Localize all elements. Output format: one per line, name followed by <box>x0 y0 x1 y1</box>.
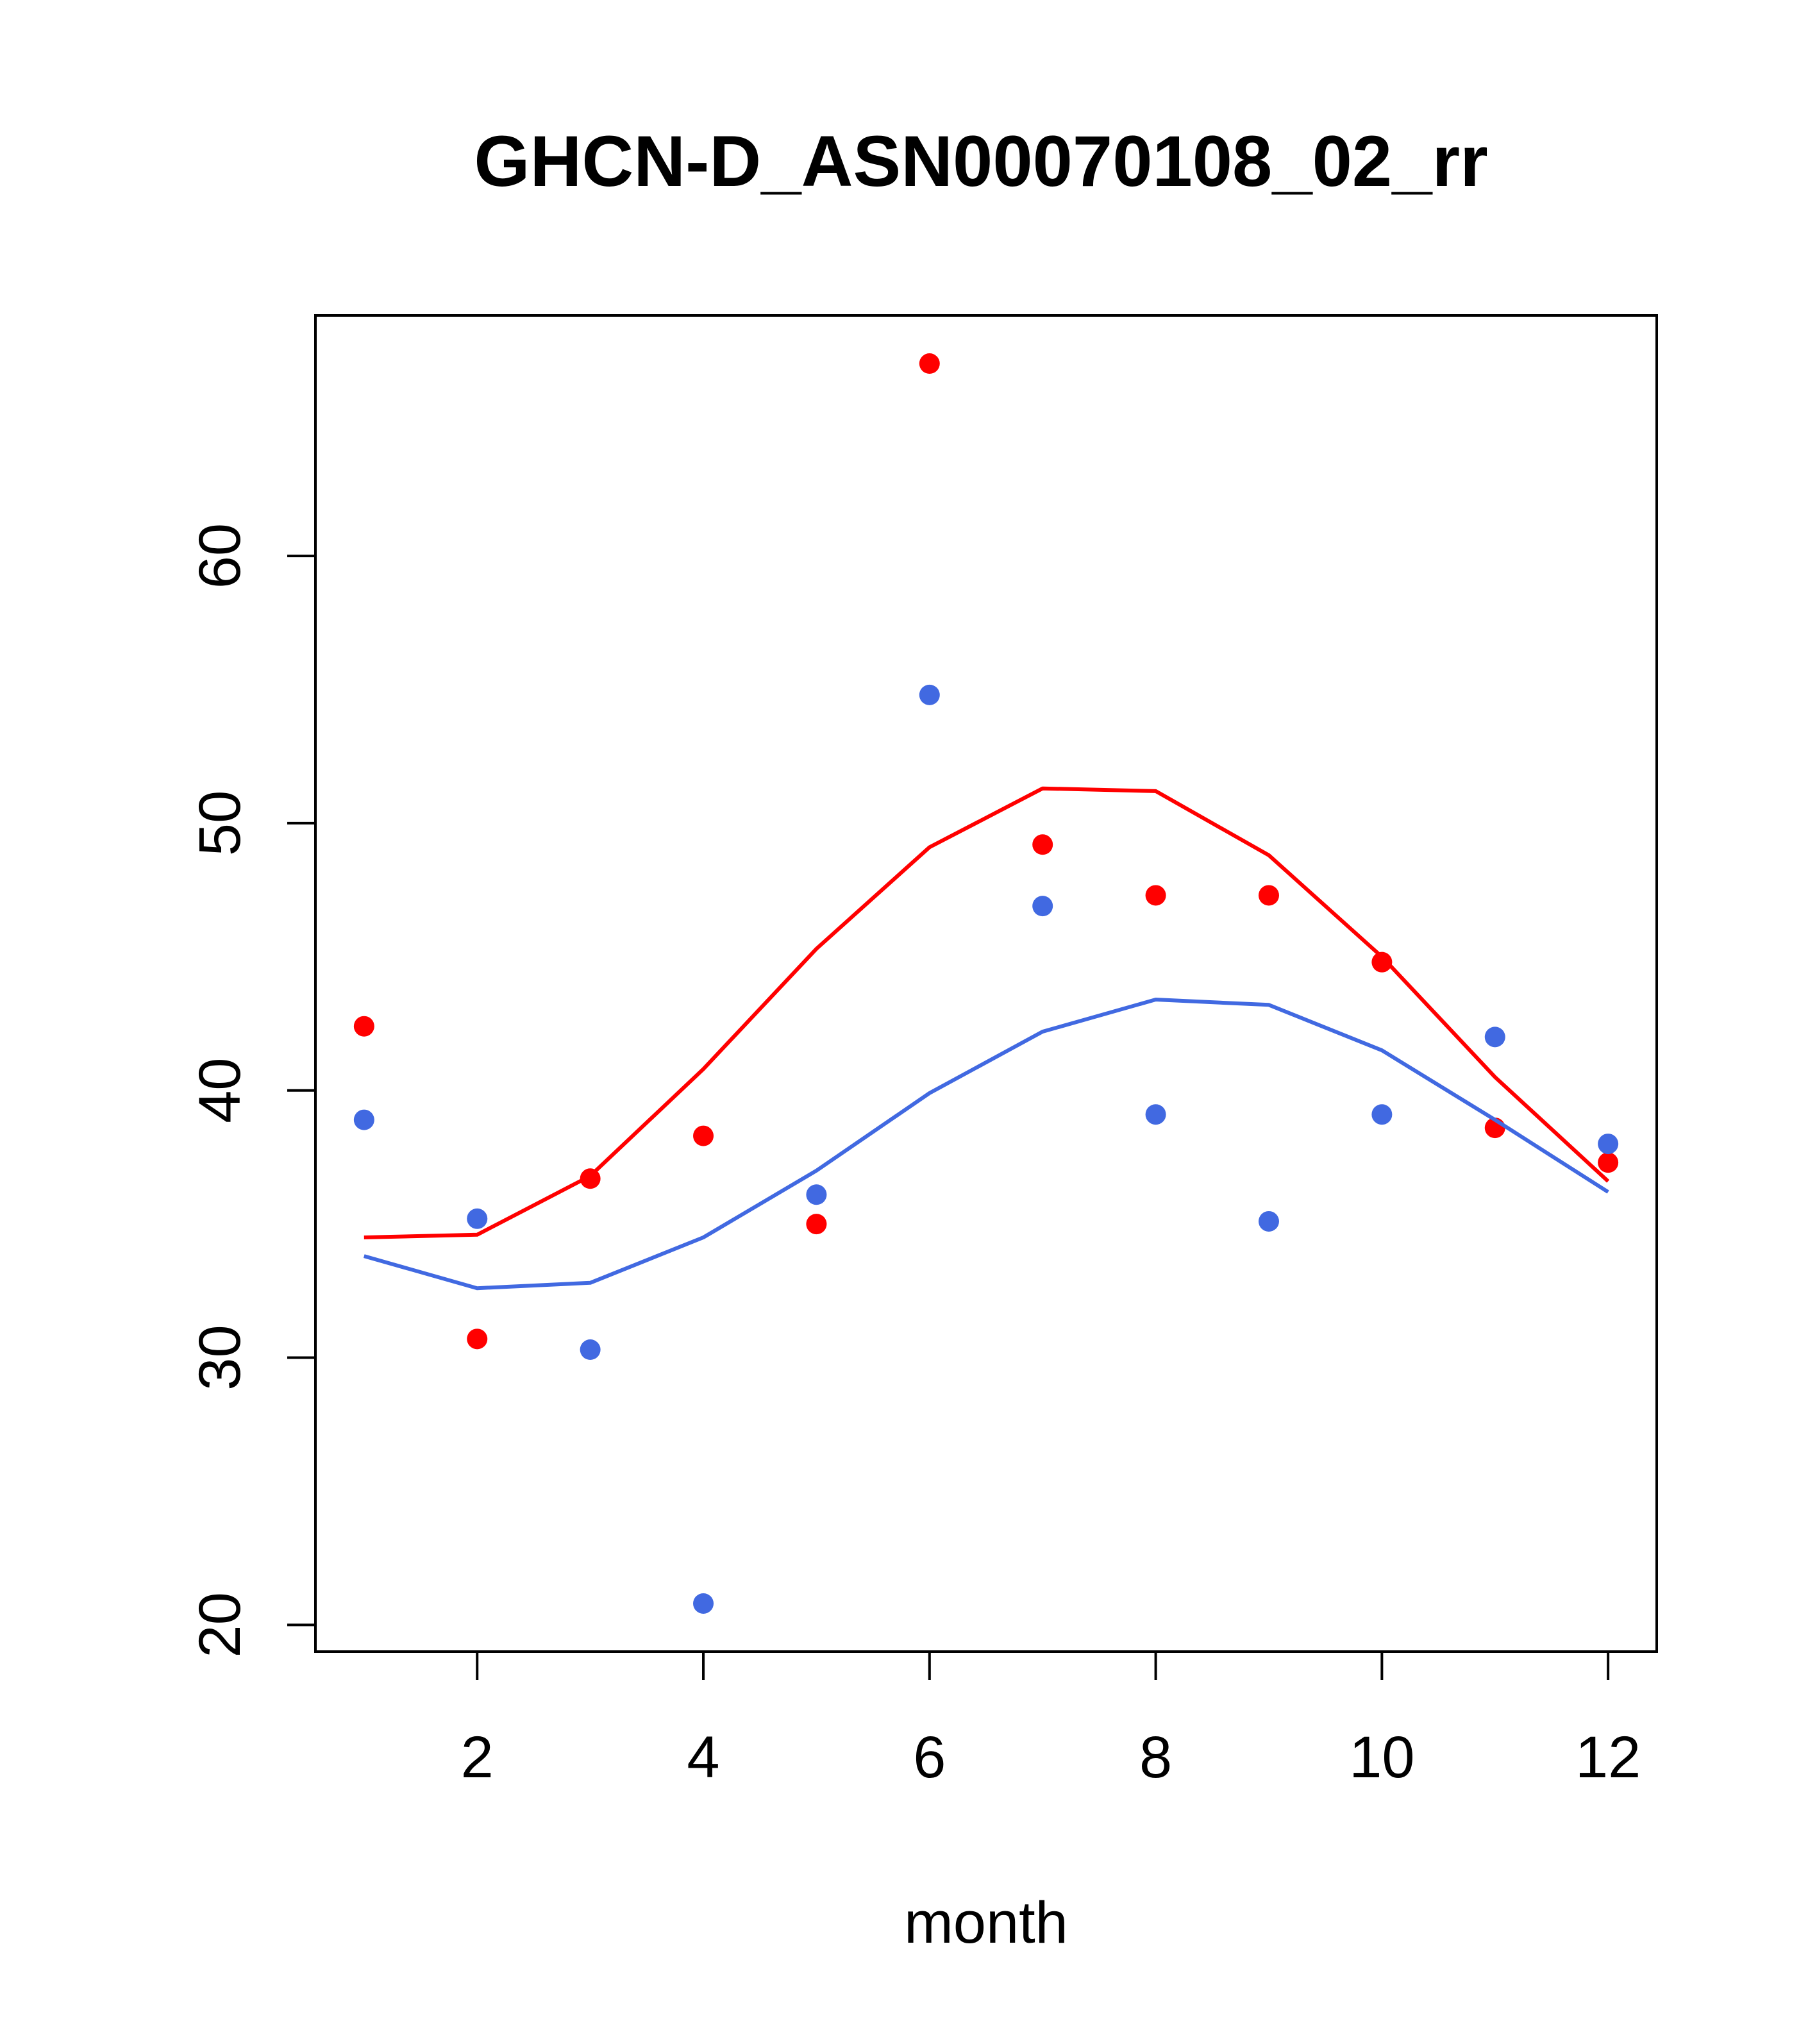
y-axis: 20 30 40 50 60 <box>187 523 317 1657</box>
x-tick-label-8: 8 <box>1139 1725 1172 1790</box>
series-1-point-2 <box>467 1328 488 1350</box>
series-1-point-3 <box>580 1168 601 1189</box>
series-1-point-5 <box>806 1214 827 1235</box>
plot-frame <box>314 314 1658 1653</box>
series-1-point-9 <box>1258 885 1279 906</box>
series-1-line <box>364 786 1610 1239</box>
y-tick-label-30: 30 <box>187 1325 253 1390</box>
series-2-point-12 <box>1598 1134 1619 1155</box>
series-2-point-3 <box>580 1339 601 1361</box>
series-1-point-7 <box>1032 834 1053 855</box>
series-2-point-4 <box>693 1593 714 1614</box>
y-tick-label-40: 40 <box>187 1058 253 1123</box>
series-2-point-7 <box>1032 896 1053 917</box>
series-1-point-10 <box>1371 951 1393 973</box>
y-tick-label-20: 20 <box>187 1592 253 1657</box>
x-tick-label-6: 6 <box>913 1725 946 1790</box>
series-1-point-1 <box>353 1016 374 1037</box>
y-tick-label-50: 50 <box>187 791 253 856</box>
series-1-point-12 <box>1598 1152 1619 1173</box>
series-2-point-2 <box>467 1208 488 1229</box>
x-tick-label-2: 2 <box>461 1725 494 1790</box>
series-2-point-6 <box>919 684 940 705</box>
series-1-point-6 <box>919 353 940 374</box>
series-2-point-11 <box>1484 1026 1505 1048</box>
series-2-point-9 <box>1258 1210 1279 1232</box>
series-layer <box>353 353 1619 1614</box>
x-tick-label-4: 4 <box>687 1725 719 1790</box>
y-tick-label-60: 60 <box>187 523 253 589</box>
chart-title: GHCN-D_ASN00070108_02_rr <box>474 121 1487 201</box>
series-2-point-1 <box>353 1109 374 1130</box>
x-axis-label: month <box>904 1890 1068 1956</box>
x-tick-label-12: 12 <box>1575 1725 1641 1790</box>
series-2-line <box>363 998 1609 1291</box>
series-2-point-10 <box>1371 1104 1393 1125</box>
x-axis: 2 4 6 8 10 12 <box>461 1650 1641 1790</box>
series-1-point-8 <box>1145 885 1166 906</box>
series-2-point-5 <box>806 1184 827 1205</box>
series-2-point-8 <box>1145 1104 1166 1125</box>
x-tick-label-10: 10 <box>1349 1725 1414 1790</box>
series-1-point-4 <box>693 1125 714 1146</box>
